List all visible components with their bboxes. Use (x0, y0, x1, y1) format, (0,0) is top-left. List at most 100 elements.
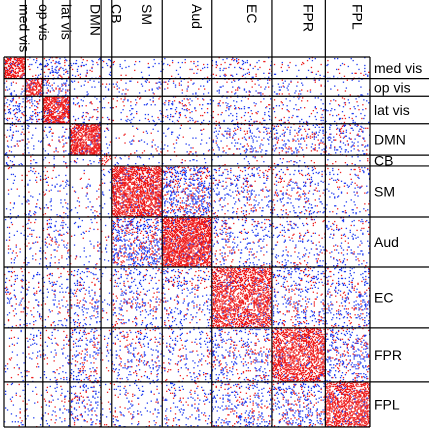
negative-connection-cell (49, 272, 51, 275)
negative-connection-cell (56, 214, 58, 216)
positive-connection-cell (96, 263, 98, 265)
negative-connection-cell (192, 153, 194, 155)
positive-connection-cell (94, 136, 96, 138)
positive-connection-cell (99, 143, 101, 145)
positive-connection-cell (264, 60, 266, 63)
negative-connection-cell (66, 278, 68, 281)
negative-connection-cell (361, 126, 363, 128)
negative-connection-cell (57, 329, 59, 332)
positive-connection-cell (47, 184, 49, 186)
positive-connection-cell (148, 89, 150, 91)
positive-connection-cell (59, 110, 61, 113)
negative-connection-cell (171, 104, 174, 106)
positive-connection-cell (48, 104, 50, 106)
negative-connection-cell (18, 108, 20, 110)
negative-connection-cell (344, 124, 347, 127)
positive-connection-cell (27, 100, 29, 102)
positive-connection-cell (77, 130, 80, 132)
negative-connection-cell (151, 141, 153, 143)
negative-connection-cell (73, 328, 76, 331)
negative-connection-cell (293, 96, 295, 98)
negative-connection-cell (8, 302, 11, 304)
positive-connection-cell (93, 357, 95, 359)
positive-connection-cell (61, 257, 63, 259)
positive-connection-cell (88, 119, 90, 122)
negative-connection-cell (131, 108, 133, 110)
negative-connection-cell (144, 80, 147, 82)
negative-connection-cell (49, 72, 51, 74)
negative-connection-cell (338, 128, 341, 130)
negative-connection-cell (15, 392, 17, 394)
negative-connection-cell (158, 81, 160, 83)
negative-connection-cell (298, 98, 300, 100)
negative-connection-cell (267, 138, 269, 140)
positive-connection-cell (276, 142, 279, 144)
positive-connection-cell (84, 132, 86, 134)
positive-connection-cell (42, 109, 45, 111)
negative-connection-cell (299, 146, 301, 148)
negative-connection-cell (19, 120, 21, 123)
negative-connection-cell (147, 113, 149, 116)
negative-connection-cell (81, 339, 83, 341)
negative-connection-cell (6, 99, 9, 101)
positive-connection-cell (74, 144, 77, 146)
positive-connection-cell (73, 139, 76, 141)
negative-connection-cell (59, 233, 61, 235)
negative-connection-cell (143, 141, 146, 143)
positive-connection-cell (91, 66, 93, 69)
positive-connection-cell (99, 147, 101, 149)
negative-connection-cell (66, 319, 68, 321)
positive-connection-cell (77, 126, 80, 128)
positive-connection-cell (283, 116, 285, 119)
negative-connection-cell (67, 203, 69, 205)
negative-connection-cell (297, 149, 299, 151)
positive-connection-cell (11, 60, 14, 63)
negative-connection-cell (44, 110, 47, 113)
positive-connection-cell (93, 151, 95, 153)
negative-connection-cell (274, 148, 277, 150)
negative-connection-cell (21, 125, 23, 127)
negative-connection-cell (201, 139, 203, 141)
negative-connection-cell (83, 333, 85, 336)
negative-connection-cell (235, 133, 237, 135)
negative-connection-cell (99, 213, 101, 215)
negative-connection-cell (13, 156, 16, 158)
positive-connection-cell (44, 252, 47, 254)
positive-connection-cell (49, 91, 51, 93)
positive-connection-cell (54, 98, 56, 100)
positive-connection-cell (82, 152, 84, 154)
positive-connection-cell (86, 149, 88, 151)
positive-connection-cell (97, 144, 99, 146)
positive-connection-cell (65, 102, 67, 104)
negative-connection-cell (5, 118, 8, 121)
negative-connection-cell (313, 133, 315, 135)
negative-connection-cell (85, 256, 87, 258)
positive-connection-cell (72, 127, 75, 129)
positive-connection-cell (98, 136, 100, 138)
positive-connection-cell (91, 129, 93, 131)
positive-connection-cell (47, 413, 49, 415)
positive-connection-cell (31, 92, 33, 94)
positive-connection-cell (323, 151, 325, 153)
negative-connection-cell (258, 136, 260, 138)
negative-connection-cell (138, 92, 141, 94)
negative-connection-cell (29, 118, 31, 121)
positive-connection-cell (251, 124, 253, 127)
negative-connection-cell (36, 59, 38, 62)
negative-connection-cell (78, 372, 81, 374)
positive-connection-cell (73, 295, 76, 297)
negative-connection-cell (312, 148, 315, 150)
positive-connection-cell (70, 263, 72, 265)
positive-connection-cell (99, 150, 101, 152)
negative-connection-cell (71, 81, 74, 83)
negative-connection-cell (26, 143, 28, 145)
positive-connection-cell (89, 69, 91, 72)
negative-connection-cell (13, 109, 16, 111)
negative-connection-cell (55, 419, 57, 421)
negative-connection-cell (68, 100, 70, 102)
positive-connection-cell (46, 386, 49, 389)
negative-connection-cell (329, 103, 331, 105)
positive-connection-cell (14, 68, 16, 71)
negative-connection-cell (237, 126, 240, 128)
negative-connection-cell (55, 71, 57, 74)
